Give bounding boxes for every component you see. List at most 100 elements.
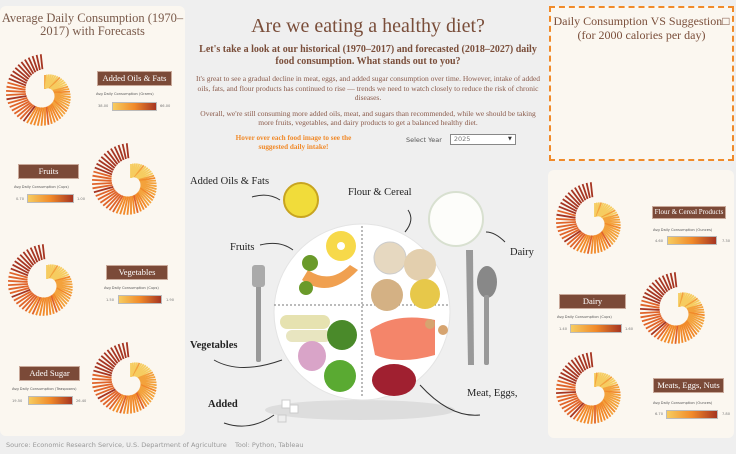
spiral-bar[interactable]: [561, 398, 580, 410]
spiral-bar[interactable]: [669, 272, 675, 289]
dairy-image[interactable]: [428, 191, 484, 247]
spiral-bar[interactable]: [39, 54, 44, 70]
spiral-bar[interactable]: [16, 103, 33, 118]
spiral-bar[interactable]: [47, 75, 59, 89]
spiral-bar[interactable]: [93, 186, 114, 194]
spiral-bar[interactable]: [55, 278, 72, 283]
spiral-bar[interactable]: [602, 213, 619, 220]
spiral-bar[interactable]: [647, 319, 666, 333]
spiral-bar[interactable]: [579, 234, 590, 253]
spiral-bar[interactable]: [140, 181, 157, 185]
spiral-bar[interactable]: [595, 404, 600, 423]
spiral-bar[interactable]: [92, 182, 113, 186]
spiral-bar[interactable]: [92, 383, 113, 389]
spiral-bar[interactable]: [56, 284, 73, 291]
spiral-bar[interactable]: [94, 166, 113, 176]
oil-image[interactable]: [283, 182, 319, 218]
spiral-bar[interactable]: [53, 98, 69, 110]
spiral-bar[interactable]: [8, 279, 28, 283]
spiral-bar[interactable]: [569, 402, 585, 418]
spiral-bar[interactable]: [597, 203, 609, 217]
spiral-bar[interactable]: [139, 177, 156, 182]
spiral-bar[interactable]: [29, 247, 39, 263]
spiral-bar[interactable]: [136, 391, 148, 408]
spiral-bar[interactable]: [28, 296, 40, 314]
spiral-bar[interactable]: [98, 159, 114, 171]
spiral-bar[interactable]: [640, 307, 660, 311]
spiral-bar[interactable]: [673, 272, 678, 288]
spiral-bar[interactable]: [53, 90, 71, 94]
spiral-bar[interactable]: [131, 394, 136, 413]
spiral-bar[interactable]: [600, 401, 612, 418]
spiral-bar[interactable]: [50, 79, 65, 90]
spiral-chart-vegetables[interactable]: [6, 242, 88, 324]
spiral-bar[interactable]: [100, 156, 116, 169]
spiral-bar[interactable]: [108, 194, 122, 211]
spiral-bar[interactable]: [598, 374, 611, 387]
spiral-bar[interactable]: [137, 371, 154, 379]
spiral-chart-flour[interactable]: [554, 180, 636, 262]
spiral-bar[interactable]: [110, 148, 121, 164]
spiral-bar[interactable]: [119, 395, 127, 414]
spiral-bar[interactable]: [665, 273, 673, 290]
spiral-bar[interactable]: [41, 244, 46, 260]
spiral-bar[interactable]: [95, 187, 115, 197]
spiral-bar[interactable]: [137, 170, 152, 180]
spiral-bar[interactable]: [556, 391, 577, 395]
spiral-bar[interactable]: [9, 271, 28, 279]
spiral-bar[interactable]: [560, 371, 578, 383]
spiral-bar[interactable]: [36, 107, 43, 126]
spiral-bar[interactable]: [19, 104, 35, 120]
spiral-bar[interactable]: [134, 194, 142, 212]
spiral-bar[interactable]: [50, 266, 63, 279]
spiral-bar[interactable]: [603, 226, 619, 238]
spiral-bar[interactable]: [55, 280, 73, 284]
spiral-bar[interactable]: [21, 294, 37, 310]
spiral-bar[interactable]: [115, 394, 126, 413]
spiral-bar[interactable]: [14, 260, 30, 272]
spiral-bar[interactable]: [589, 182, 594, 198]
spiral-bar[interactable]: [561, 228, 580, 240]
spiral-bar[interactable]: [45, 106, 50, 125]
spiral-bar[interactable]: [603, 216, 620, 221]
spiral-bar[interactable]: [583, 405, 591, 424]
spiral-bar[interactable]: [139, 187, 155, 199]
spiral-bar[interactable]: [688, 312, 705, 319]
spiral-bar[interactable]: [10, 267, 29, 277]
spiral-bar[interactable]: [126, 395, 131, 414]
spiral-bar[interactable]: [133, 393, 139, 412]
spiral-bar[interactable]: [562, 198, 578, 210]
spiral-bar[interactable]: [601, 400, 614, 416]
spiral-bar[interactable]: [22, 105, 36, 122]
spiral-bar[interactable]: [106, 349, 119, 364]
spiral-bar[interactable]: [586, 405, 593, 424]
spiral-bar[interactable]: [556, 213, 576, 219]
spiral-bar[interactable]: [640, 311, 661, 315]
spiral-bar[interactable]: [577, 355, 587, 371]
spiral-bar[interactable]: [12, 70, 28, 82]
spiral-bar[interactable]: [92, 381, 113, 385]
spiral-bar[interactable]: [135, 193, 145, 211]
spiral-bar[interactable]: [56, 283, 73, 289]
spiral-bar[interactable]: [604, 390, 621, 394]
spiral-bar[interactable]: [583, 235, 591, 254]
spiral-chart-meat[interactable]: [554, 350, 636, 432]
spiral-bar[interactable]: [595, 234, 600, 253]
spiral-bar[interactable]: [137, 172, 154, 180]
fruits-image[interactable]: [299, 231, 358, 295]
flour-cereal-image[interactable]: [371, 241, 440, 311]
spiral-bar[interactable]: [140, 382, 157, 389]
spiral-bar[interactable]: [53, 271, 68, 281]
spiral-bar[interactable]: [604, 393, 621, 402]
spiral-chart-oils[interactable]: [4, 52, 86, 134]
spiral-bar[interactable]: [688, 311, 705, 317]
spiral-bar[interactable]: [135, 167, 149, 179]
spiral-bar[interactable]: [598, 403, 606, 421]
spiral-bar[interactable]: [585, 352, 591, 369]
spiral-bar[interactable]: [7, 81, 26, 89]
spiral-bar[interactable]: [599, 232, 609, 250]
spiral-bar[interactable]: [557, 209, 576, 217]
spiral-bar[interactable]: [683, 322, 693, 340]
spiral-bar[interactable]: [651, 282, 665, 296]
spiral-bar[interactable]: [135, 366, 149, 378]
